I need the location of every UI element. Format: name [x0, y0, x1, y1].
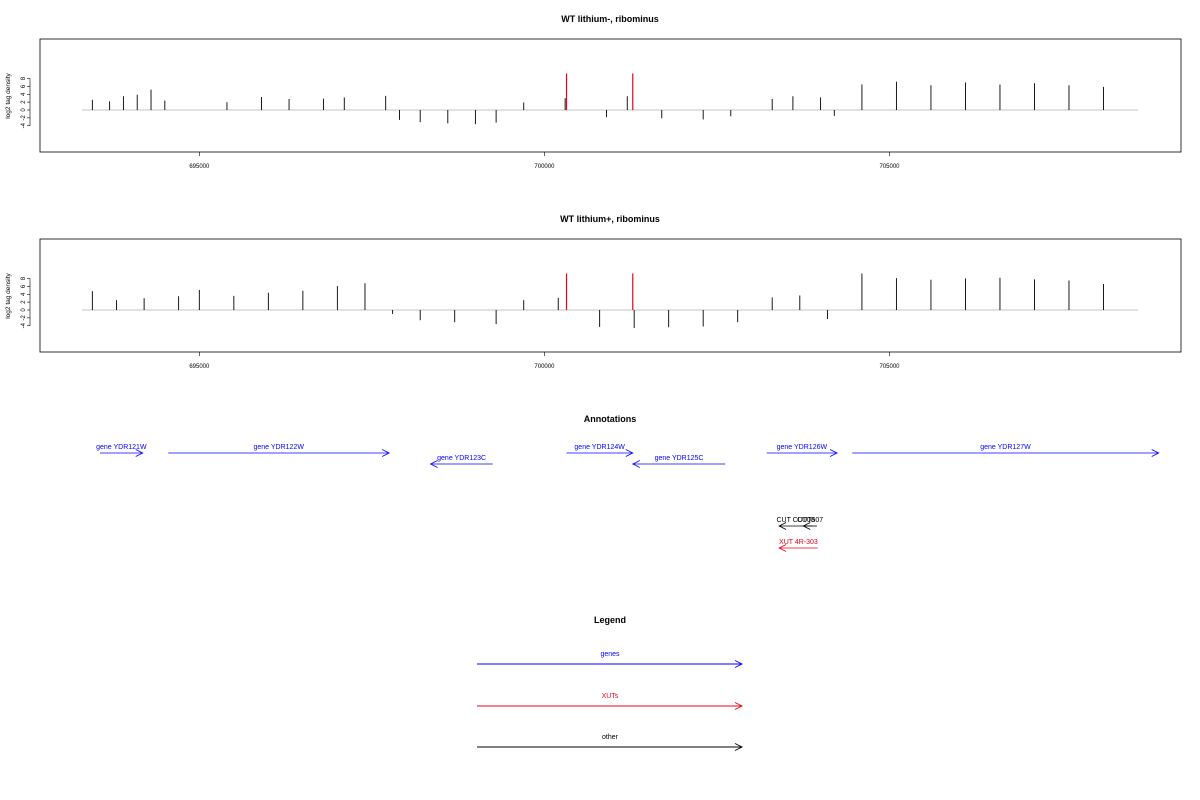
y-tick-label: 2	[21, 300, 27, 304]
legend-arrowhead	[734, 702, 744, 710]
y-axis-label: log2 tag density	[5, 272, 12, 318]
feature-label: gene YDR124W	[574, 444, 625, 451]
x-tick-label: 705000	[880, 364, 901, 370]
legend-label: genes	[600, 651, 620, 658]
y-tick-label: 0	[21, 308, 27, 312]
annotations-title: Annotations	[584, 414, 637, 424]
feature-label: gene YDR127W	[980, 444, 1031, 451]
annotation-feature: XUT 4R-303	[778, 539, 818, 552]
feature-label: gene YDR122W	[253, 444, 304, 451]
annotation-feature: CUT507	[797, 517, 823, 530]
y-tick-label: 8	[21, 76, 27, 80]
feature-arrowhead	[778, 522, 787, 530]
y-tick-label: 4	[21, 92, 27, 96]
legend-entry: genes	[477, 651, 744, 668]
legend-entry: XUTs	[477, 693, 744, 710]
feature-arrowhead	[631, 460, 640, 468]
y-tick-label: -4	[21, 122, 27, 128]
y-tick-label: -2	[21, 315, 27, 321]
annotation-feature: gene YDR123C	[429, 455, 493, 468]
legend-label: other	[602, 734, 619, 741]
feature-label: gene YDR125C	[655, 455, 704, 462]
annotation-features: gene YDR121W gene YDR122W gene YDR123C gene…	[96, 444, 1160, 552]
legend-panel: Legend genes XUTs other	[477, 615, 744, 751]
y-tick-label: 6	[21, 284, 27, 288]
feature-arrowhead	[625, 449, 634, 457]
track-title: WT lithium+, ribominus	[560, 214, 660, 224]
x-axis: 695000 700000 705000	[189, 352, 900, 370]
signal-bars	[91, 273, 1104, 329]
track-title: WT lithium-, ribominus	[561, 14, 659, 24]
y-tick-label: -4	[21, 322, 27, 328]
y-tick-label: -2	[21, 115, 27, 121]
x-tick-label: 700000	[534, 364, 555, 370]
y-tick-label: 4	[21, 292, 27, 296]
feature-arrowhead	[135, 449, 144, 457]
y-tick-label: 2	[21, 100, 27, 104]
plot-frame	[39, 38, 1182, 153]
legend-arrowhead	[734, 743, 744, 751]
feature-label: XUT 4R-303	[779, 539, 818, 546]
x-tick-label: 695000	[189, 364, 210, 370]
feature-arrowhead	[381, 449, 391, 457]
legend-arrowhead	[734, 660, 744, 668]
feature-arrowhead	[829, 449, 838, 457]
feature-arrowhead	[429, 460, 438, 468]
annotation-feature: gene YDR124W	[566, 444, 634, 457]
feature-arrowhead	[1151, 449, 1160, 457]
feature-label: gene YDR123C	[437, 455, 486, 462]
feature-label: CUT CUT08	[776, 517, 814, 524]
annotations-panel: Annotations gene YDR121W gene YDR122Wgene…	[96, 414, 1160, 552]
legend-label: XUTs	[602, 693, 619, 700]
x-tick-label: 695000	[189, 164, 210, 170]
y-tick-label: 0	[21, 108, 27, 112]
feature-arrowhead	[778, 544, 787, 552]
legend-title: Legend	[594, 615, 626, 625]
y-axis: -4-2 0 2 4 6 8	[21, 76, 31, 128]
x-tick-label: 700000	[534, 164, 555, 170]
track-panel-lithium-minus: WT lithium-, ribominus -4-2 0 2 4 6 8 695000 7…	[5, 14, 1182, 170]
feature-label: CUT507	[797, 517, 823, 524]
feature-label: gene YDR121W	[96, 444, 147, 451]
plot-frame	[39, 238, 1182, 353]
signal-bars	[91, 73, 1104, 125]
y-axis-label: log2 tag density	[5, 72, 12, 118]
legend-entry: other	[477, 734, 744, 751]
legend-entries: genes XUTs other	[477, 651, 744, 751]
y-tick-label: 8	[21, 276, 27, 280]
feature-label: gene YDR126W	[777, 444, 828, 451]
track-panel-lithium-plus: WT lithium+, ribominus -4-2 0 2 4 6 8 695000 7…	[5, 214, 1182, 370]
x-axis: 695000 700000 705000	[189, 152, 900, 170]
y-axis: -4-2 0 2 4 6 8	[21, 276, 31, 328]
x-tick-label: 705000	[880, 164, 901, 170]
annotation-feature: gene YDR121W	[96, 444, 147, 457]
feature-arrowhead	[802, 522, 811, 530]
annotation-feature: gene YDR125C	[631, 455, 726, 468]
annotation-feature: gene YDR126W	[766, 444, 838, 457]
annotation-feature: gene YDR122W	[168, 444, 391, 457]
annotation-feature: gene YDR127W	[852, 444, 1160, 457]
y-tick-label: 6	[21, 84, 27, 88]
